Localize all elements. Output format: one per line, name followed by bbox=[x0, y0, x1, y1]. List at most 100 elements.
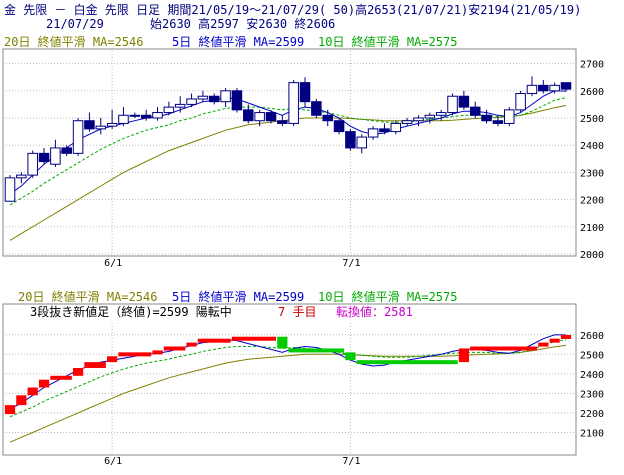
y-tick-label: 2000 bbox=[580, 250, 604, 261]
y-tick-label: 2200 bbox=[580, 196, 604, 207]
y-tick-label: 2300 bbox=[580, 168, 604, 179]
kagi-block bbox=[538, 342, 549, 347]
kagi-block bbox=[277, 336, 288, 349]
header-ohlc: 始2630 高2597 安2630 終2606 bbox=[150, 16, 335, 31]
kagi-block bbox=[197, 338, 231, 343]
candle-body bbox=[447, 95, 458, 114]
ma5-line bbox=[9, 334, 567, 410]
candle-body bbox=[299, 82, 311, 103]
candle-body bbox=[197, 95, 209, 100]
candle-body bbox=[345, 131, 356, 149]
y-tick-label: 2200 bbox=[580, 409, 604, 420]
legend-ma10-bottom: 10日 終値平滑 MA=2575 bbox=[318, 289, 457, 304]
kagi-blocks bbox=[4, 334, 572, 415]
candle-panel-frame bbox=[2, 48, 577, 257]
kagi-block bbox=[345, 352, 356, 361]
candle-body bbox=[84, 120, 95, 130]
header-title: 金 先限 － 白金 先限 日足 期間21/05/19～21/07/29( 50)… bbox=[4, 2, 581, 17]
x-tick-label: 7/1 bbox=[342, 456, 360, 467]
kagi-block bbox=[16, 395, 27, 406]
y-axis-top: 2000 2100 2200 2300 2400 2500 2600 2700 bbox=[580, 60, 604, 261]
kagi-block bbox=[50, 375, 72, 380]
kagi-block bbox=[27, 387, 38, 396]
kagi-block bbox=[163, 346, 186, 351]
y-tick-label: 2700 bbox=[580, 60, 604, 71]
candle-body bbox=[526, 84, 538, 95]
candle-body bbox=[220, 90, 231, 103]
y-tick-label: 2600 bbox=[580, 87, 604, 98]
legend-ma5-bottom: 5日 終値平滑 MA=2599 bbox=[172, 289, 304, 304]
kagi-block bbox=[560, 334, 572, 339]
ma5-line-bottom bbox=[9, 334, 567, 410]
x-tick-label: 6/1 bbox=[104, 456, 122, 467]
candle-body bbox=[424, 114, 436, 119]
y-tick-label: 2500 bbox=[580, 350, 604, 361]
candle-body bbox=[481, 114, 492, 122]
kagi-block bbox=[458, 348, 469, 363]
candle-body bbox=[277, 120, 288, 124]
candle-body bbox=[72, 120, 84, 154]
candle-body bbox=[61, 147, 73, 154]
candle-body bbox=[186, 98, 197, 105]
candle-body bbox=[152, 112, 163, 119]
candle-body bbox=[243, 109, 254, 122]
candle-body bbox=[231, 90, 243, 111]
candle-body bbox=[549, 84, 560, 92]
ma10-line bbox=[9, 339, 567, 418]
legend-ma5-top: 5日 終値平滑 MA=2599 bbox=[172, 34, 304, 49]
candle-body bbox=[4, 177, 16, 202]
kagi-block bbox=[549, 338, 560, 343]
candle-body bbox=[333, 120, 345, 133]
ma20-line-bottom bbox=[9, 344, 567, 443]
legend-kagi-turn: 転換値：2581 bbox=[336, 304, 413, 319]
candle-body bbox=[106, 122, 118, 127]
candle-body bbox=[50, 147, 61, 165]
candle-body bbox=[174, 103, 186, 108]
kagi-block bbox=[231, 336, 277, 341]
y-tick-label: 2500 bbox=[580, 114, 604, 125]
legend-ma10-top: 10日 終値平滑 MA=2575 bbox=[318, 34, 457, 49]
kagi-block bbox=[288, 348, 345, 353]
candle-body bbox=[16, 174, 27, 179]
y-tick-label: 2600 bbox=[580, 331, 604, 342]
kagi-panel-frame bbox=[2, 303, 577, 456]
candle-body bbox=[38, 152, 50, 163]
kagi-grid bbox=[3, 323, 576, 454]
kagi-block bbox=[356, 360, 458, 365]
kagi-block bbox=[152, 350, 163, 355]
candle-body bbox=[401, 120, 413, 124]
candle-body bbox=[311, 101, 322, 116]
x-axis-top: 6/1 7/1 bbox=[104, 258, 360, 269]
candle-body bbox=[390, 122, 402, 133]
candles bbox=[4, 76, 572, 202]
candle-body bbox=[288, 82, 299, 124]
candle-body bbox=[560, 82, 572, 90]
candle-body bbox=[492, 120, 504, 124]
legend-kagi-count: 7 手目 bbox=[278, 305, 316, 319]
candle-body bbox=[379, 128, 390, 133]
kagi-block bbox=[186, 342, 197, 347]
candle-body bbox=[503, 109, 515, 124]
candle-body bbox=[118, 114, 129, 124]
candle-body bbox=[254, 112, 265, 122]
kagi-block bbox=[38, 379, 50, 388]
y-tick-label: 2300 bbox=[580, 389, 604, 400]
ma20-line-top bbox=[9, 105, 567, 241]
candle-body bbox=[356, 136, 368, 149]
candle-body bbox=[163, 106, 175, 114]
candle-body bbox=[265, 112, 277, 122]
header-date: 21/07/29 bbox=[46, 17, 104, 31]
candle-body bbox=[458, 95, 470, 108]
kagi-block bbox=[84, 362, 106, 368]
x-tick-label: 6/1 bbox=[104, 258, 122, 269]
kagi-block bbox=[4, 405, 16, 415]
ma20-line bbox=[9, 105, 567, 241]
y-tick-label: 2400 bbox=[580, 141, 604, 152]
y-tick-label: 2100 bbox=[580, 223, 604, 234]
candle-body bbox=[435, 112, 447, 116]
kagi-block bbox=[470, 346, 538, 351]
y-tick-label: 2100 bbox=[580, 428, 604, 439]
kagi-block bbox=[118, 352, 152, 357]
candle-body bbox=[322, 114, 333, 122]
ma10-line-bottom bbox=[9, 339, 567, 418]
